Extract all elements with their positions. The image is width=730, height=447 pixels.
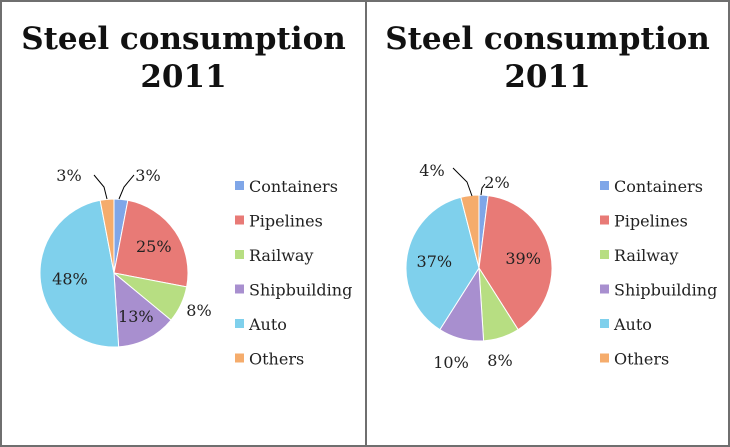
data-label: 48% bbox=[52, 270, 88, 289]
legend-entry-pipelines: Pipelines bbox=[249, 212, 323, 231]
pie-slice-shipbuilding bbox=[113, 271, 172, 348]
data-label: 39% bbox=[505, 249, 541, 268]
data-label: 8% bbox=[186, 301, 211, 320]
legend-swatch bbox=[600, 181, 609, 190]
chart-title-right-line2: 2011 bbox=[504, 59, 591, 95]
legend-swatch bbox=[600, 250, 609, 259]
legend-swatch bbox=[235, 319, 244, 328]
legend-swatch bbox=[235, 353, 244, 363]
legend-entry-containers: Containers bbox=[249, 177, 338, 196]
pie-slice-others bbox=[99, 198, 115, 274]
leader-line bbox=[452, 167, 473, 197]
data-label: 3% bbox=[56, 166, 81, 185]
legend-swatch bbox=[600, 319, 609, 328]
legend-entry-shipbuilding: Shipbuilding bbox=[249, 281, 352, 300]
chart-panel-right: Steel consumption 2011 2% 39% 8% 10% 37% 4% Co… bbox=[365, 0, 730, 447]
chart-title-right: Steel consumption 2011 bbox=[367, 20, 728, 96]
data-label: 10% bbox=[433, 353, 469, 372]
leader-line bbox=[93, 174, 108, 200]
legend-entry-auto: Auto bbox=[613, 315, 652, 334]
pie-chart-left: 3% 25% 8% 13% 48% 3% Containers Pipelines Railwa… bbox=[39, 166, 352, 369]
data-label: 37% bbox=[417, 252, 453, 271]
chart-title-left: Steel consumption 2011 bbox=[2, 20, 365, 96]
legend-entry-railway: Railway bbox=[614, 246, 678, 265]
legend-swatch bbox=[235, 181, 244, 190]
legend-swatch bbox=[600, 284, 609, 294]
data-label: 8% bbox=[487, 351, 512, 370]
chart-title-right-line1: Steel consumption bbox=[385, 21, 710, 57]
data-label: 13% bbox=[118, 307, 154, 326]
legend-entry-railway: Railway bbox=[249, 246, 313, 265]
chart-panel-left: Steel consumption 2011 3% 25% 8% 13% 48% 3% Co… bbox=[0, 0, 366, 447]
legend-entry-shipbuilding: Shipbuilding bbox=[614, 281, 717, 300]
pie-chart-right: 2% 39% 8% 10% 37% 4% Containers Pipelines Railwa… bbox=[405, 161, 717, 372]
chart-title-left-line2: 2011 bbox=[140, 59, 227, 95]
legend-entry-pipelines: Pipelines bbox=[614, 212, 688, 231]
legend-entry-containers: Containers bbox=[614, 177, 703, 196]
legend-entry-others: Others bbox=[249, 350, 304, 369]
legend-swatch bbox=[600, 353, 609, 363]
data-label: 3% bbox=[135, 166, 160, 185]
pie-slice-auto bbox=[39, 199, 120, 348]
legend-swatch bbox=[235, 284, 244, 294]
leader-line bbox=[118, 174, 135, 200]
data-label: 25% bbox=[136, 237, 172, 256]
pie-slice-pipelines bbox=[113, 199, 189, 288]
pie-slice-auto bbox=[405, 196, 480, 331]
legend-entry-others: Others bbox=[614, 350, 669, 369]
legend-swatch bbox=[600, 215, 609, 225]
leader-line bbox=[480, 183, 486, 196]
data-label: 2% bbox=[484, 173, 509, 192]
data-label: 4% bbox=[419, 161, 444, 180]
pie-slice-others bbox=[460, 194, 480, 269]
legend-swatch bbox=[235, 215, 244, 225]
chart-title-left-line1: Steel consumption bbox=[21, 21, 346, 57]
legend-swatch bbox=[235, 250, 244, 259]
legend-entry-auto: Auto bbox=[248, 315, 287, 334]
